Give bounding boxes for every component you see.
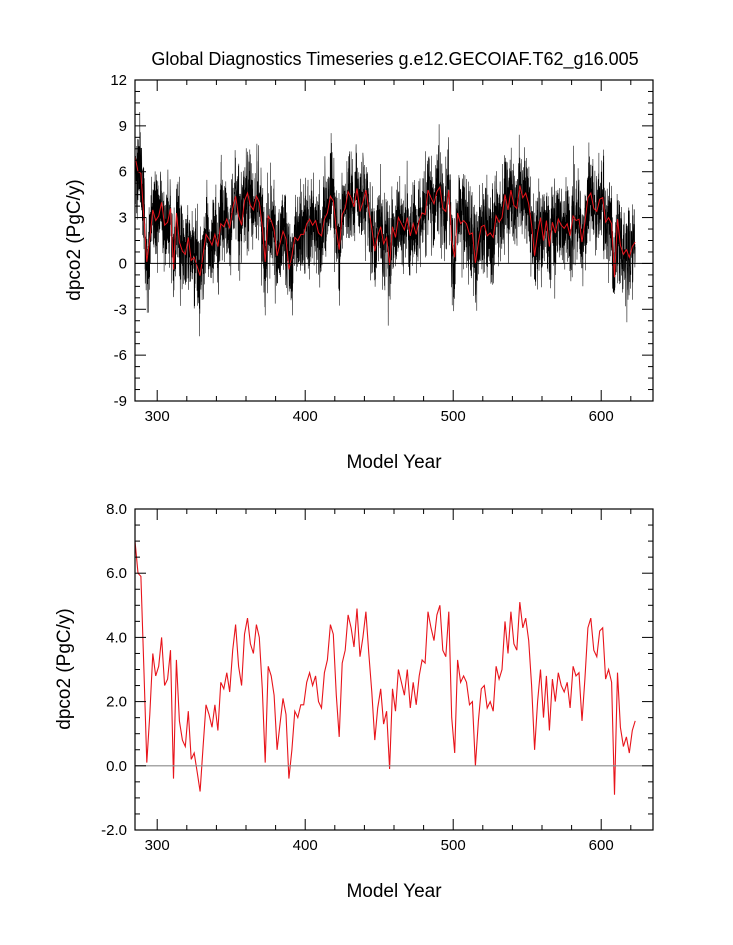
x-tick-label: 600: [589, 837, 614, 854]
bottom-series-layer: [134, 541, 636, 795]
top-y-axis-title: dpco2 (PgC/y): [64, 179, 85, 300]
y-tick-label: 8.0: [106, 501, 127, 518]
y-tick-label: 3: [119, 210, 127, 227]
x-tick-label: 300: [145, 837, 170, 854]
y-tick-label: -9: [114, 393, 127, 410]
bottom-y-axis-title: dpco2 (PgC/y): [54, 608, 75, 729]
bottom-x-axis-title: Model Year: [346, 881, 442, 902]
x-tick-label: 400: [293, 408, 318, 425]
top-series-layer: [134, 111, 636, 337]
x-tick-label: 500: [441, 837, 466, 854]
y-tick-label: 0: [119, 255, 127, 272]
top-x-axis-title: Model Year: [346, 452, 442, 473]
y-tick-label: -2.0: [101, 822, 127, 839]
y-tick-label: 12: [110, 72, 127, 89]
y-tick-label: 6: [119, 164, 127, 181]
y-tick-label: 0.0: [106, 758, 127, 775]
top-plot-frame: [134, 79, 654, 402]
annual-mean-line: [134, 541, 636, 795]
y-tick-label: 6.0: [106, 565, 127, 582]
annual-mean-line: [134, 156, 636, 278]
y-tick-label: 4.0: [106, 629, 127, 646]
y-tick-label: 2.0: [106, 694, 127, 711]
figure-title: Global Diagnostics Timeseries g.e12.GECO…: [151, 49, 638, 70]
x-tick-label: 300: [145, 408, 170, 425]
x-tick-label: 600: [589, 408, 614, 425]
bottom-plot-frame: [134, 508, 654, 831]
top-axes: 300 400 500 600 -9 -6 -3 0 3 6 9 12: [110, 72, 653, 425]
x-tick-label: 500: [441, 408, 466, 425]
y-tick-label: -6: [114, 347, 127, 364]
y-tick-label: 9: [119, 118, 127, 135]
top-panel: 300 400 500 600 -9 -6 -3 0 3 6 9 12 Model Year dpco…: [64, 72, 654, 473]
bottom-panel: 300 400 500 600 -2.0 0.0 2.0 4.0 6.0 8.0 Model Ye…: [54, 501, 654, 902]
bottom-axes: 300 400 500 600 -2.0 0.0 2.0 4.0 6.0 8.0: [101, 501, 653, 854]
y-tick-label: -3: [114, 301, 127, 318]
x-tick-label: 400: [293, 837, 318, 854]
